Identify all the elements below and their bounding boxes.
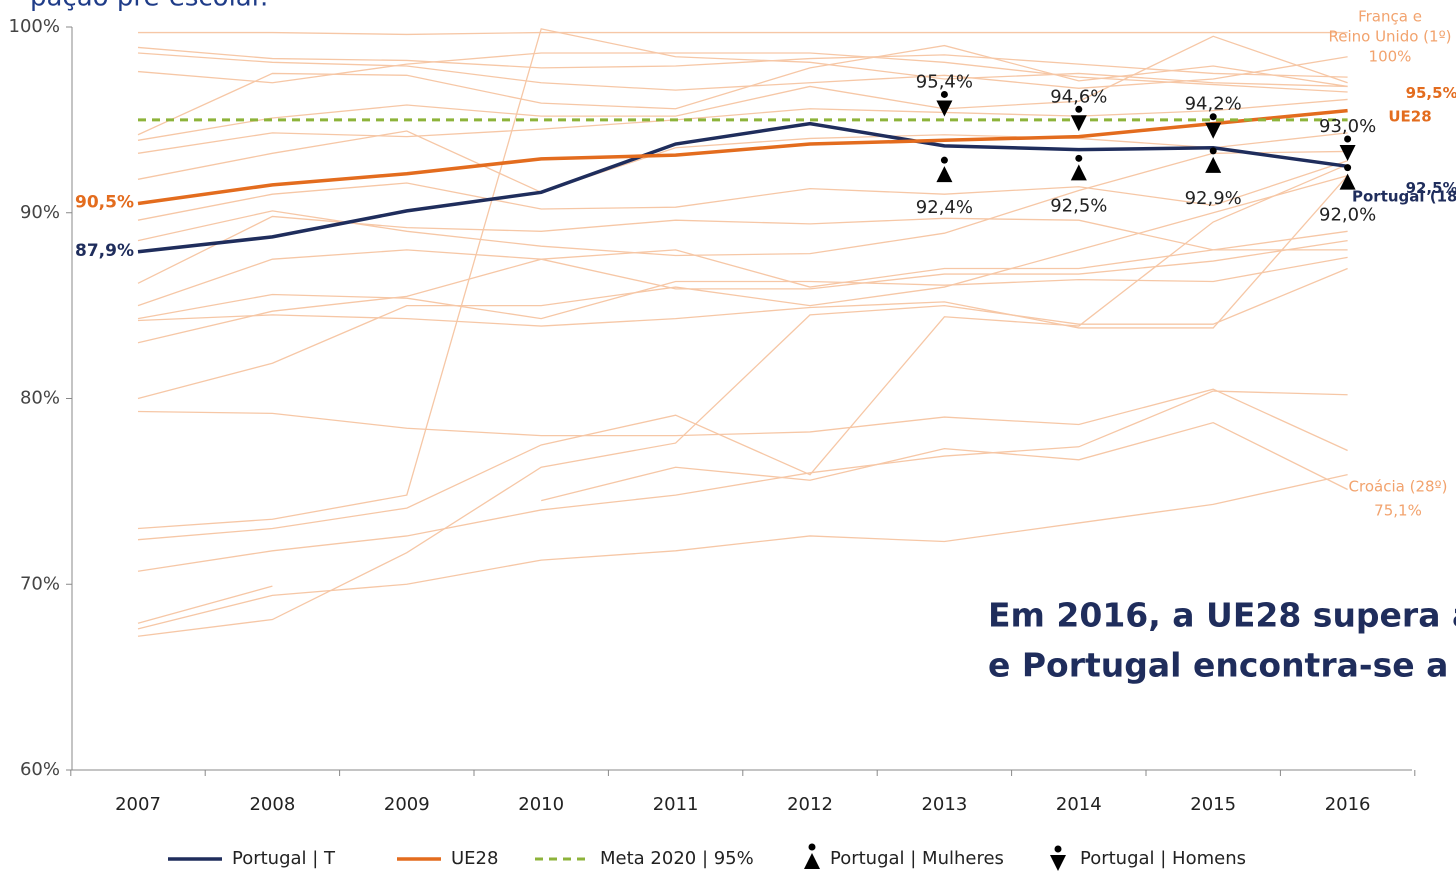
annotation: França e xyxy=(1358,8,1422,26)
marker-triangle xyxy=(1339,145,1356,162)
marker-dot xyxy=(808,843,816,851)
background-line xyxy=(137,28,1348,530)
marker-dot xyxy=(1054,845,1062,853)
annotation: 100% xyxy=(1369,48,1412,66)
background-line xyxy=(137,256,1348,320)
marker-dot xyxy=(1344,135,1352,143)
x-tick-label: 2010 xyxy=(518,794,564,815)
marker-dot xyxy=(1209,113,1217,121)
legend-label: Portugal | T xyxy=(232,848,336,869)
legend-label: Portugal | Mulheres xyxy=(830,848,1004,869)
background-line xyxy=(137,239,1348,344)
background-line xyxy=(137,474,1348,630)
annotation: Portugal (18º) xyxy=(1352,188,1456,206)
x-tick-label: 2013 xyxy=(921,794,967,815)
marker xyxy=(936,90,953,117)
background-line xyxy=(137,215,1348,284)
background-line xyxy=(137,98,1348,154)
y-tick-label: 70% xyxy=(20,573,60,594)
background-line xyxy=(137,44,1348,136)
data-label: 92,0% xyxy=(1319,205,1376,226)
marker-triangle xyxy=(1205,156,1222,173)
marker-dot xyxy=(940,90,948,98)
marker-triangle xyxy=(936,100,953,117)
marker-triangle xyxy=(1050,855,1066,871)
data-label: 92,9% xyxy=(1185,188,1242,209)
background-line xyxy=(137,174,1348,400)
marker-triangle xyxy=(1070,164,1087,181)
marker-dot xyxy=(1209,147,1217,155)
background-line xyxy=(137,46,1348,78)
data-label: 92,4% xyxy=(916,197,973,218)
message: e Portugal encontra-se a 2,5 xyxy=(988,646,1456,685)
marker-dot xyxy=(940,156,948,164)
data-label: 95,4% xyxy=(916,71,973,92)
background-line xyxy=(137,130,1348,194)
data-label: 90,5% xyxy=(75,192,134,212)
annotation: 75,1% xyxy=(1374,502,1422,520)
marker-dot xyxy=(1344,164,1352,172)
background-line xyxy=(137,585,273,624)
annotation: Reino Unido (1º) xyxy=(1328,28,1451,46)
y-tick-label: 80% xyxy=(20,388,60,409)
legend-label: UE28 xyxy=(451,848,498,869)
y-tick-label: 100% xyxy=(9,16,60,37)
background-line xyxy=(137,150,1348,257)
background-line xyxy=(137,163,1348,541)
data-label: 93,0% xyxy=(1319,116,1376,137)
background-line xyxy=(138,31,1348,36)
data-label: 94,6% xyxy=(1050,86,1107,107)
x-tick-label: 2014 xyxy=(1056,794,1102,815)
marker xyxy=(1050,845,1066,871)
marker xyxy=(1339,135,1356,162)
x-tick-label: 2008 xyxy=(249,794,295,815)
y-tick-label: 60% xyxy=(20,759,60,780)
background-line xyxy=(137,175,1349,329)
background-line xyxy=(137,249,1348,307)
legend-label: Meta 2020 | 95% xyxy=(600,848,754,869)
marker xyxy=(1070,105,1087,132)
background-line xyxy=(137,52,1348,93)
data-label: 92,5% xyxy=(1406,179,1456,197)
marker-triangle xyxy=(804,853,820,869)
background-line xyxy=(137,267,1348,637)
data-label: 87,9% xyxy=(75,241,134,261)
data-label: 94,2% xyxy=(1185,94,1242,115)
data-label: 95,5% xyxy=(1406,84,1456,102)
x-tick-label: 2009 xyxy=(384,794,430,815)
marker-triangle xyxy=(1070,115,1087,132)
marker xyxy=(1339,164,1356,190)
series-line xyxy=(137,108,1348,206)
legend-label: Portugal | Homens xyxy=(1080,848,1246,869)
marker-triangle xyxy=(936,166,953,183)
background-line xyxy=(137,52,1348,91)
background-line xyxy=(541,421,1348,502)
background-line xyxy=(137,160,1348,221)
y-tick-label: 90% xyxy=(20,202,60,223)
background-line xyxy=(137,35,1348,141)
marker xyxy=(1205,147,1222,173)
annotation: Croácia (28º) xyxy=(1349,478,1448,496)
annotation: UE28 xyxy=(1388,108,1431,126)
x-tick-label: 2012 xyxy=(787,794,833,815)
marker xyxy=(936,156,953,183)
x-tick-label: 2015 xyxy=(1190,794,1236,815)
marker xyxy=(1205,113,1222,139)
x-tick-label: 2007 xyxy=(115,794,161,815)
marker-dot xyxy=(1075,154,1083,162)
marker-triangle xyxy=(1339,173,1356,190)
series-line xyxy=(137,121,1348,254)
marker xyxy=(804,843,820,869)
marker xyxy=(1070,154,1087,181)
marker-triangle xyxy=(1205,122,1222,139)
chart-title: pação pré-escolar. xyxy=(30,0,268,13)
background-line xyxy=(137,388,1348,452)
marker-dot xyxy=(1075,105,1083,113)
data-label: 92,5% xyxy=(1050,195,1107,216)
x-tick-label: 2016 xyxy=(1325,794,1371,815)
x-tick-label: 2011 xyxy=(653,794,699,815)
message: Em 2016, a UE28 supera a m xyxy=(988,596,1456,635)
background-line xyxy=(137,390,1348,572)
